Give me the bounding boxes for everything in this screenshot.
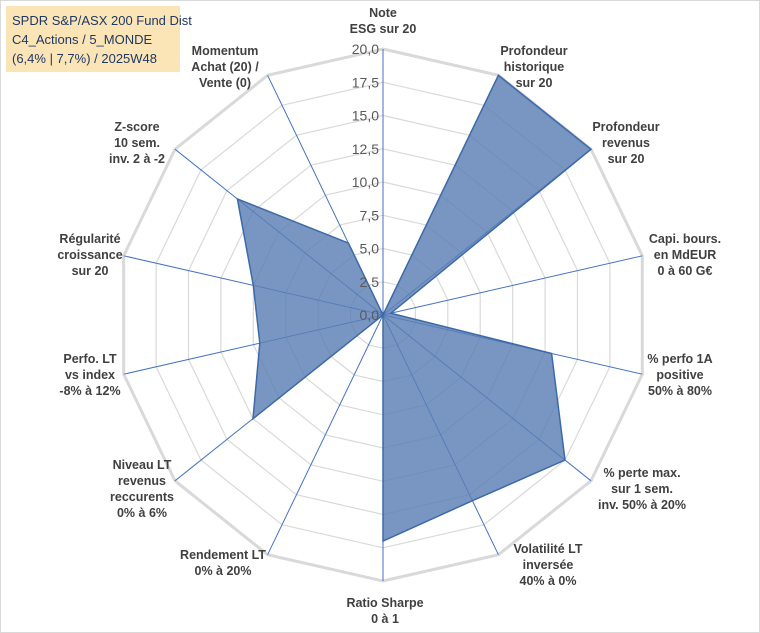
axis-label-line: revenus [118, 474, 166, 488]
axis-label-line: 0% à 20% [195, 564, 252, 578]
title-line-1: SPDR S&P/ASX 200 Fund Dist [12, 13, 192, 28]
axis-label-line: revenus [602, 136, 650, 150]
axis-label-line: % perfo 1A [647, 352, 712, 366]
axis-label-line: Profondeur [500, 44, 567, 58]
axis-label-line: reccurents [110, 490, 174, 504]
axis-label-line: % perte max. [603, 466, 680, 480]
axis-label-line: inversée [523, 558, 574, 572]
axis-label-line: Capi. bours. [649, 232, 721, 246]
axis-label: Note ESG sur 20 [350, 6, 417, 36]
axis-label-line: -8% à 12% [59, 384, 120, 398]
title-line-3: (6,4% | 7,7%) / 2025W48 [12, 51, 158, 66]
axis-label-line: positive [656, 368, 703, 382]
axis-label: Profondeur revenus sur 20 [592, 120, 659, 166]
scale-tick-label: 5,0 [360, 241, 380, 257]
axis-label-line: Volatilité LT [514, 542, 583, 556]
scale-tick-label: 15,0 [352, 108, 379, 124]
axis-label-line: Niveau LT [113, 458, 172, 472]
axis-label-line: Perfo. LT [63, 352, 117, 366]
scale-tick-label: 10,0 [352, 174, 379, 190]
axis-label-line: historique [504, 60, 564, 74]
scale-tick-label: 2,5 [360, 274, 380, 290]
axis-label-line: vs index [65, 368, 115, 382]
axis-label: Z-score 10 sem. inv. 2 à -2 [109, 120, 165, 166]
axis-label-line: Vente (0) [199, 76, 251, 90]
axis-label: % perfo 1A positive 50% à 80% [647, 352, 712, 398]
axis-label: Niveau LT revenus reccurents 0% à 6% [110, 458, 174, 520]
axis-label-line: 0% à 6% [117, 506, 167, 520]
axis-label-line: croissance [57, 248, 122, 262]
data-series-area [236, 74, 593, 543]
axis-label-line: Z-score [114, 120, 159, 134]
axis-label-line: 50% à 80% [648, 384, 712, 398]
axis-label: Ratio Sharpe 0 à 1 [346, 596, 423, 626]
axis-label-line: Régularité [59, 232, 120, 246]
scale-tick-label: 0,0 [360, 307, 380, 323]
axis-label: Perfo. LT vs index -8% à 12% [59, 352, 120, 398]
axis-spoke [267, 314, 384, 555]
axis-label-line: Rendement LT [180, 548, 266, 562]
axis-label-line: Note [369, 6, 397, 20]
axis-label-line: ESG sur 20 [350, 22, 417, 36]
axis-label-line: sur 20 [516, 76, 553, 90]
axis-label-line: 10 sem. [114, 136, 160, 150]
chart-title-box: SPDR S&P/ASX 200 Fund Dist C4_Actions / … [6, 6, 192, 72]
axis-label-line: sur 20 [608, 152, 645, 166]
axis-label: Momentum Achat (20) / Vente (0) [191, 44, 259, 90]
scale-tick-label: 20,0 [352, 41, 379, 57]
axis-label-line: 0 à 1 [371, 612, 399, 626]
axis-label-line: sur 1 sem. [611, 482, 673, 496]
axis-label: Volatilité LT inversée 40% à 0% [514, 542, 583, 588]
axis-label-line: 0 à 60 G€ [658, 264, 713, 278]
axis-label: Capi. bours. en MdEUR 0 à 60 G€ [649, 232, 721, 278]
axis-label-line: inv. 50% à 20% [598, 498, 686, 512]
axis-label-line: Ratio Sharpe [346, 596, 423, 610]
axis-label-line: sur 20 [72, 264, 109, 278]
title-line-2: C4_Actions / 5_MONDE [12, 32, 153, 47]
axis-label-line: inv. 2 à -2 [109, 152, 165, 166]
scale-tick-label: 12,5 [352, 141, 379, 157]
axis-label: Régularité croissance sur 20 [57, 232, 122, 278]
scale-tick-label: 17,5 [352, 74, 379, 90]
axis-label: Profondeur historique sur 20 [500, 44, 567, 90]
axis-label-line: Achat (20) / [191, 60, 259, 74]
scale-tick-label: 7,5 [360, 207, 380, 223]
axis-label-line: en MdEUR [654, 248, 717, 262]
axis-spoke [382, 255, 643, 316]
axis-label-line: Profondeur [592, 120, 659, 134]
axis-label: Rendement LT 0% à 20% [180, 548, 266, 578]
axis-label-line: Momentum [192, 44, 259, 58]
axis-label: % perte max. sur 1 sem. inv. 50% à 20% [598, 466, 686, 512]
axis-label-line: 40% à 0% [520, 574, 577, 588]
